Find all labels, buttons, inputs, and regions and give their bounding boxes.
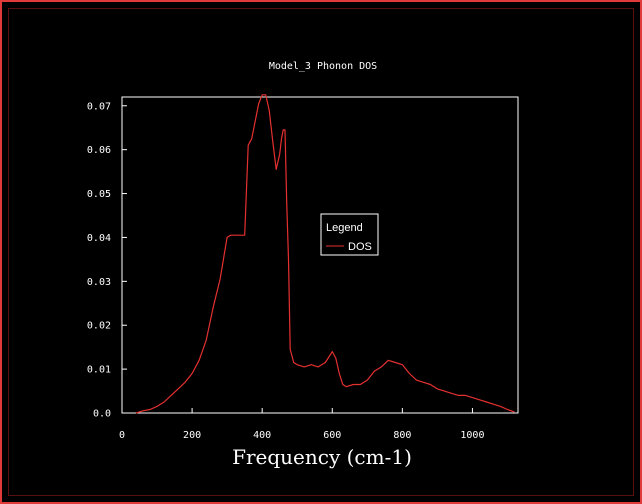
y-tick-label: 0.01 [87, 365, 111, 376]
x-tick-label: 1000 [460, 430, 484, 441]
series-layer [135, 94, 515, 414]
y-tick-label: 0.02 [87, 321, 111, 332]
x-tick-label: 400 [253, 430, 271, 441]
y-tick-label: 0.0 [93, 409, 111, 420]
y-tick-label: 0.05 [87, 189, 111, 200]
x-axis: 0 200 400 600 800 1000 [119, 408, 484, 441]
legend[interactable]: Legend DOS [320, 213, 379, 256]
x-tick-label: 200 [183, 430, 201, 441]
series-line-dos [135, 94, 515, 414]
y-tick-label: 0.06 [87, 145, 111, 156]
chart-title: Model_3 Phonon DOS [269, 61, 377, 72]
x-tick-label: 800 [393, 430, 411, 441]
plot-frame [121, 96, 519, 414]
y-tick-label: 0.03 [87, 277, 111, 288]
x-axis-title: Frequency (cm-1) [232, 445, 412, 469]
y-tick-label: 0.07 [87, 101, 111, 112]
x-tick-label: 600 [323, 430, 341, 441]
legend-entry-dos: DOS [348, 241, 372, 253]
x-tick-label: 0 [119, 430, 125, 441]
legend-box [320, 213, 379, 256]
y-axis: 0.0 0.01 0.02 0.03 0.04 0.05 0.06 0.07 [87, 101, 127, 420]
y-tick-label: 0.04 [87, 233, 111, 244]
legend-title: Legend [326, 222, 363, 234]
